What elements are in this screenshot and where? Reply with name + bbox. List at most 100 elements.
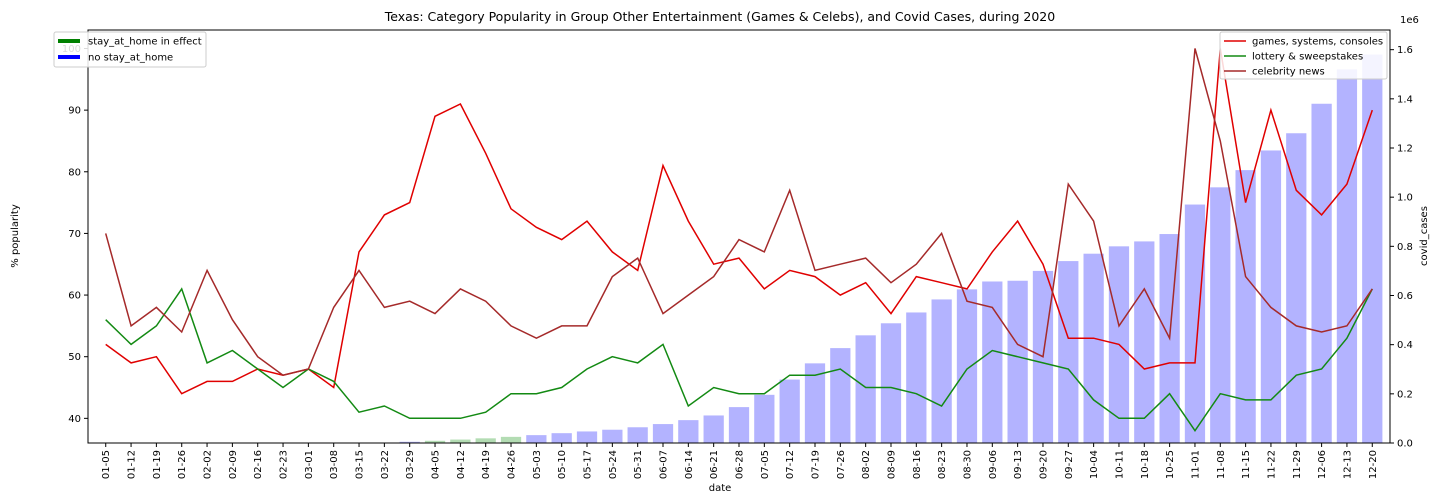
x-tick-label: 03-15 [355,450,366,479]
x-tick-label: 06-14 [684,450,695,479]
y2-axis-label: covid_cases [1419,206,1430,266]
x-tick-label: 01-19 [152,450,163,479]
x-tick-label: 01-26 [177,450,188,479]
x-tick-label: 02-02 [203,450,214,479]
x-tick-label: 02-16 [253,450,264,479]
bar-covid-cases-04-26 [500,436,522,443]
x-tick-label: 03-22 [380,450,391,479]
y2-offset-text: 1e6 [1400,15,1419,26]
bar-covid-cases-04-05 [424,440,446,443]
x-tick-label: 03-01 [304,450,315,479]
legend-left-frame [53,31,207,68]
bar-covid-cases-07-12 [779,379,800,443]
x-tick-label: 11-15 [1241,450,1252,479]
bar-covid-cases-11-08 [1210,187,1231,443]
bar-covid-cases-08-16 [906,312,927,443]
series-line-0 [105,48,1374,395]
series-line-1 [105,287,1373,433]
bar-covid-cases-11-01 [1184,204,1206,443]
y2-tick-label: 0.4 [1397,340,1413,351]
x-tick-label: 05-31 [633,450,644,479]
bar-layer [323,54,1383,444]
y2-tick-label: 1.6 [1397,45,1413,56]
x-tick-label: 07-26 [836,450,847,479]
x-tick-label: 06-07 [659,450,670,479]
bar-covid-cases-11-22 [1260,150,1282,444]
bar-covid-cases-06-14 [678,420,699,443]
x-tick-label: 12-06 [1317,450,1328,479]
legend-left-label-1: no stay_at_home [88,53,173,64]
y-axis-left: 405060708090100 [62,44,88,425]
bar-covid-cases-05-17 [576,431,598,443]
bar-covid-cases-07-26 [830,348,851,443]
bar-covid-cases-09-06 [982,281,1003,443]
series-line-2 [104,48,1373,377]
x-tick-label: 05-10 [557,450,568,479]
y2-tick-label: 1.0 [1397,193,1413,204]
bar-covid-cases-12-20 [1362,54,1383,443]
x-tick-label: 08-23 [937,450,948,479]
x-tick-label: 10-18 [1140,450,1151,479]
y-axis-right: 0.0 0.2 0.4 0.6 0.8 1.0 1.2 1.4 1.6 [1390,45,1413,450]
x-tick-label: 11-01 [1190,450,1201,479]
x-tick-label: 05-24 [608,450,619,479]
bar-covid-cases-09-27 [1058,261,1079,443]
bar-covid-cases-10-04 [1083,253,1104,443]
x-tick-label: 11-08 [1216,450,1227,479]
y2-tick-label: 1.2 [1397,144,1413,155]
bar-covid-cases-12-13 [1336,69,1358,443]
x-tick-label: 09-06 [988,450,999,479]
y-tick-label: 90 [68,106,81,117]
x-tick-label: 04-12 [456,450,467,479]
x-tick-label: 06-21 [709,450,720,479]
bar-covid-cases-03-29 [399,441,420,443]
bar-covid-cases-11-15 [1235,170,1256,443]
x-tick-label: 01-05 [101,450,112,479]
bar-covid-cases-08-09 [880,323,902,443]
x-tick-label: 05-03 [532,450,543,479]
bar-covid-cases-10-18 [1134,241,1155,443]
bar-covid-cases-08-23 [931,299,952,443]
bar-covid-cases-12-06 [1311,103,1332,443]
legend-right-frame [1219,31,1388,80]
x-tick-label: 03-08 [329,450,340,479]
x-tick-label: 08-09 [886,450,897,479]
bar-covid-cases-07-05 [754,394,775,443]
y2-tick-label: 0.8 [1397,242,1413,253]
line-layer [104,48,1374,433]
bar-covid-cases-04-12 [450,439,471,443]
x-tick-label: 12-13 [1342,450,1353,479]
y2-tick-label: 0.2 [1397,389,1413,400]
x-tick-label: 06-28 [735,450,746,479]
x-tick-label: 07-19 [810,450,821,479]
x-tick-label: 02-09 [228,450,239,479]
bar-covid-cases-08-30 [956,289,978,443]
legend-right-label-2: celebrity news [1252,67,1325,78]
x-tick-label: 03-29 [405,450,416,479]
bar-covid-cases-05-03 [526,435,547,443]
x-tick-label: 04-05 [431,450,442,479]
x-tick-label: 01-12 [127,450,138,479]
y-tick-label: 70 [68,229,81,240]
x-tick-label: 10-04 [1089,450,1100,479]
bar-covid-cases-11-29 [1286,133,1307,443]
x-tick-label: 05-17 [583,450,594,479]
x-tick-label: 10-11 [1114,450,1125,479]
x-tick-label: 08-16 [912,450,923,479]
bar-covid-cases-09-13 [1007,280,1028,443]
legend-right-label-1: lottery & sweepstakes [1252,52,1363,63]
x-tick-label: 08-30 [962,450,973,479]
y-tick-label: 80 [68,167,81,178]
x-tick-label: 09-27 [1064,450,1075,479]
y-tick-label: 40 [68,414,81,425]
x-tick-label: 11-22 [1266,450,1277,479]
legend-right: games, systems, consoles lottery & sweeps… [1219,31,1388,80]
legend-right-label-0: games, systems, consoles [1252,37,1383,48]
x-tick-label: 09-13 [1013,450,1024,479]
x-tick-label: 12-20 [1368,450,1379,479]
x-axis-label: date [709,483,732,494]
y2-tick-label: 1.4 [1397,94,1413,105]
bar-covid-cases-05-24 [602,429,623,443]
x-axis: 01-05 01-12 01-19 01-26 02-02 02-09 02-16 02-23… [101,443,1379,479]
